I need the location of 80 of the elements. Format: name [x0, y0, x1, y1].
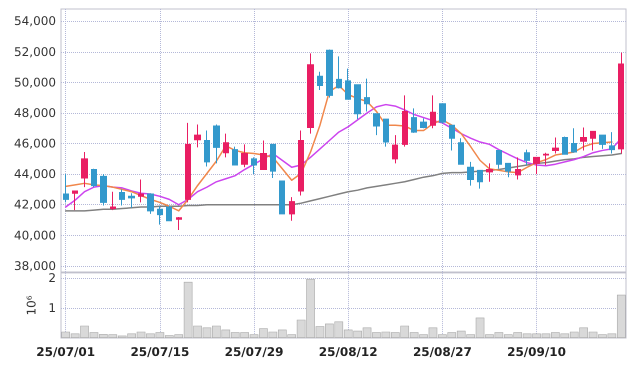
x-tick-label: 25/07/01 — [36, 345, 96, 359]
candlestick — [496, 150, 502, 170]
y-tick-label: 46,000 — [14, 136, 56, 151]
x-tick-label: 25/08/12 — [318, 345, 378, 359]
candlestick — [411, 108, 417, 134]
candlestick — [279, 180, 285, 214]
candlestick — [213, 124, 220, 164]
candlestick — [63, 174, 69, 203]
candlestick — [609, 132, 615, 154]
candlestick — [185, 122, 191, 203]
candlestick — [270, 144, 276, 178]
candlestick — [524, 149, 530, 166]
y-tick-label: 50,000 — [14, 75, 56, 90]
candlestick — [458, 138, 464, 165]
y-tick-label: 44,000 — [14, 167, 56, 182]
candlestick — [571, 128, 577, 154]
candlestick — [307, 52, 314, 134]
line-series — [64, 84, 613, 212]
candlestick — [420, 118, 427, 129]
candlestick — [392, 134, 398, 164]
candlestick — [336, 56, 342, 90]
candlestick — [232, 146, 238, 166]
candlestick — [176, 216, 182, 230]
candlestick — [515, 156, 521, 180]
candlestick — [552, 136, 559, 154]
y-tick-label: 54,000 — [14, 14, 56, 28]
candlestick — [100, 174, 107, 206]
x-tick-label: 25/08/27 — [412, 345, 472, 359]
y-tick-label: 1 — [48, 301, 56, 315]
line-series — [64, 152, 622, 212]
candlestick — [204, 130, 210, 167]
candlestick — [72, 190, 78, 211]
candlestick — [251, 156, 257, 175]
candlestick — [580, 127, 587, 151]
candlestick — [543, 152, 549, 166]
candlestick — [373, 113, 380, 136]
x-tick-label: 25/07/29 — [224, 345, 284, 359]
candlestick — [289, 196, 295, 222]
candlestick — [223, 133, 229, 158]
x-tick-label: 25/07/15 — [130, 345, 190, 359]
y-tick-label: 38,000 — [14, 258, 56, 273]
candlestick — [298, 130, 304, 196]
y-tick-label: 52,000 — [14, 44, 56, 59]
candlestick — [590, 130, 596, 151]
candlestick — [260, 140, 267, 170]
candlestick — [449, 124, 455, 151]
candlestick — [128, 192, 135, 208]
candlestick — [110, 191, 116, 211]
candlestick — [354, 84, 361, 120]
x-tick-label: 25/09/10 — [507, 345, 566, 359]
y-axis-title: 10⁶ — [24, 295, 38, 316]
y-tick-label: 42,000 — [14, 198, 56, 212]
candlestick — [618, 52, 624, 154]
candlestick — [326, 49, 333, 98]
candlestick — [599, 134, 606, 150]
candlestick — [402, 94, 408, 148]
y-tick-label: 2 — [48, 271, 56, 285]
candlestick — [533, 156, 540, 175]
candlestick — [486, 162, 493, 182]
candlestick — [91, 168, 97, 188]
candlestick — [505, 162, 511, 178]
candlestick — [157, 206, 163, 226]
candlestick — [119, 188, 125, 206]
y-tick-label: 40,000 — [14, 228, 56, 242]
candlestick — [383, 118, 389, 148]
candlestick — [138, 178, 144, 203]
candlestick — [317, 71, 323, 91]
candlestick — [241, 144, 248, 168]
candlestick — [147, 192, 154, 214]
candlestick — [364, 78, 370, 112]
candlestick — [430, 94, 436, 129]
candlestick — [194, 124, 201, 148]
candlestick — [562, 136, 568, 155]
candlestick — [166, 204, 172, 222]
candlestick — [81, 151, 88, 188]
candlestick — [467, 161, 474, 186]
y-tick-label: 48,000 — [14, 106, 56, 120]
candlestick — [345, 68, 351, 100]
candlestick — [477, 170, 483, 190]
candlestick — [439, 103, 446, 124]
